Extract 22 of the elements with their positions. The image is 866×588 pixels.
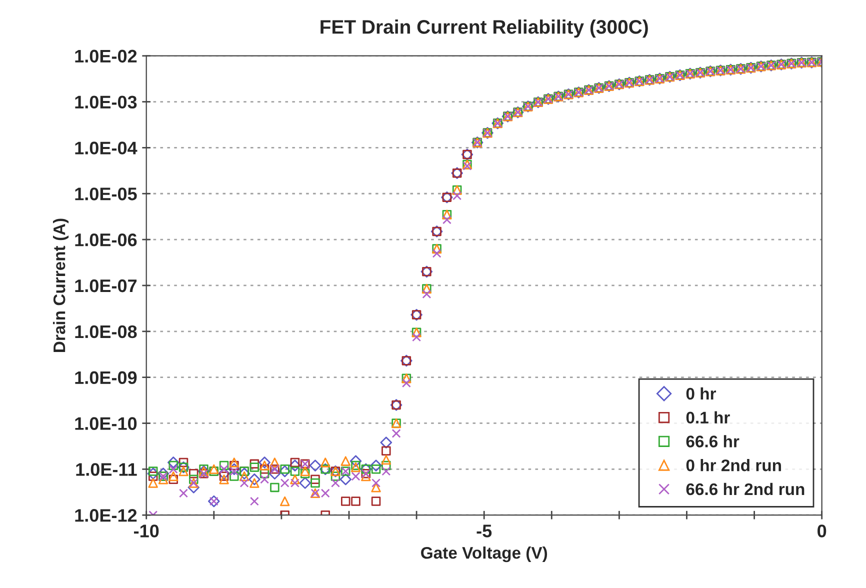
y-axis-title: Drain Current (A) xyxy=(53,218,69,352)
y-tick-label: 1.0E-03 xyxy=(75,96,137,109)
y-tick-label: 1.0E-11 xyxy=(76,463,137,476)
y-tick-label: 1.0E-09 xyxy=(75,371,137,384)
chart-title: FET Drain Current Reliability (300C) xyxy=(320,20,648,38)
x-tick-label: -5 xyxy=(476,524,492,538)
x-tick-label: 0 xyxy=(818,524,826,538)
legend-label: 66.6 hr xyxy=(686,435,740,448)
legend-label: 0 hr 2nd run xyxy=(686,459,781,472)
y-tick-label: 1.0E-06 xyxy=(75,233,137,246)
y-tick-label: 1.0E-02 xyxy=(75,50,137,63)
legend-label: 66.6 hr 2nd run xyxy=(686,482,804,496)
y-tick-label: 1.0E-04 xyxy=(75,142,138,154)
y-tick-label: 1.0E-07 xyxy=(75,279,137,292)
y-tick-label: 1.0E-10 xyxy=(75,417,137,430)
y-tick-label: 1.0E-08 xyxy=(75,325,137,338)
x-axis-title: Gate Voltage (V) xyxy=(421,546,548,562)
legend-label: 0 hr xyxy=(686,387,716,400)
y-tick-label: 1.0E-05 xyxy=(75,188,137,200)
y-tick-label: 1.0E-12 xyxy=(75,509,137,522)
x-tick-label: -10 xyxy=(134,524,159,538)
legend-label: 0.1 hr xyxy=(686,411,730,424)
